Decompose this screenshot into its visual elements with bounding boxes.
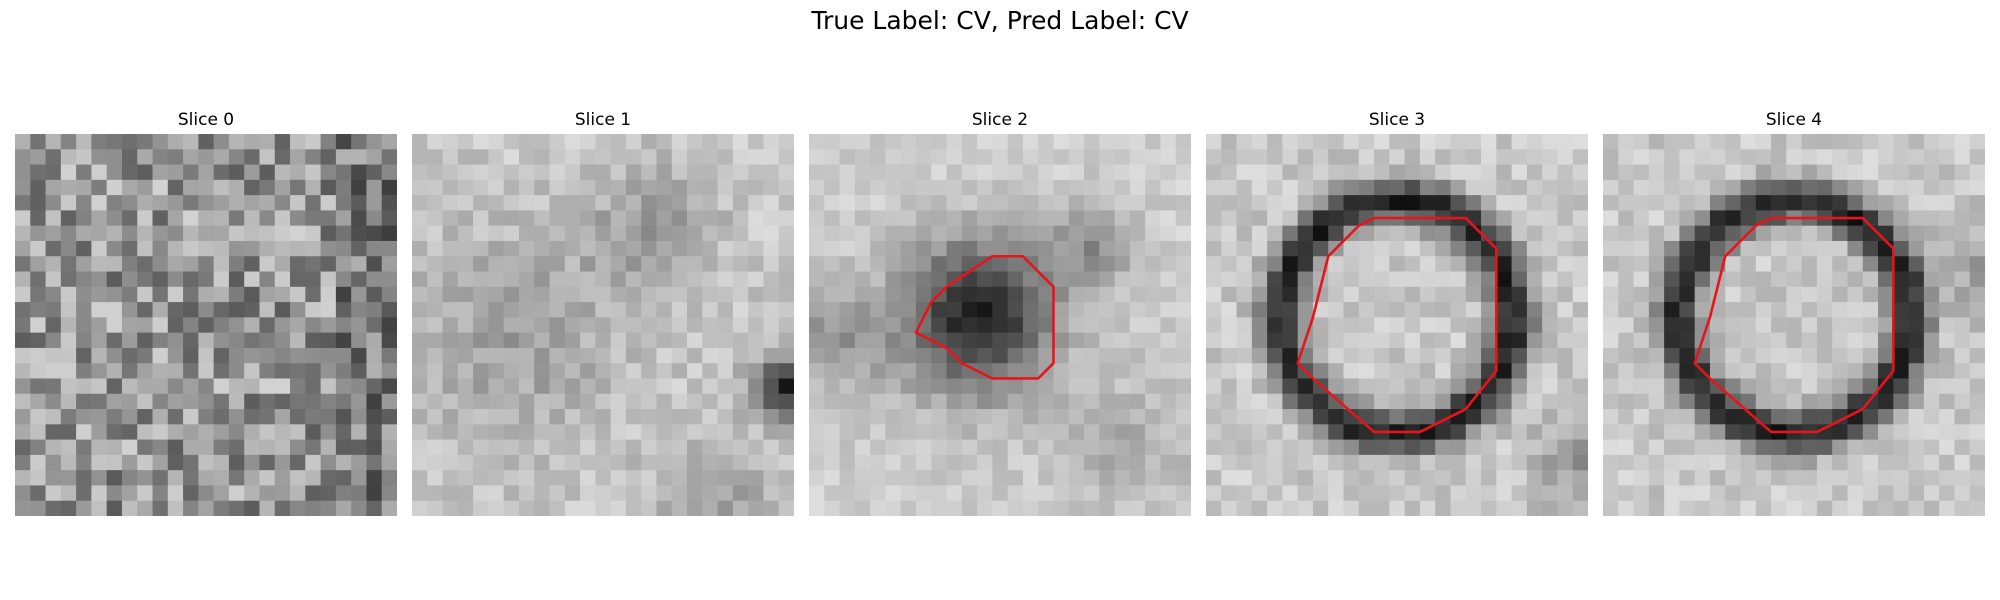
slice-panel-1: Slice 1 <box>412 108 794 524</box>
pixel-grid <box>1603 134 1985 516</box>
pixel-grid <box>15 134 397 516</box>
slice-panel-2: Slice 2 <box>809 108 1191 524</box>
segmentation-contour <box>1693 216 1895 434</box>
slice-image <box>15 134 397 516</box>
slice-image <box>1603 134 1985 516</box>
pixel-grid <box>412 134 794 516</box>
figure-title: True Label: CV, Pred Label: CV <box>811 6 1189 35</box>
slice-image <box>412 134 794 516</box>
segmentation-contour <box>914 254 1055 380</box>
slice-image <box>1206 134 1588 516</box>
pixel-grid <box>809 134 1191 516</box>
slice-title: Slice 2 <box>971 110 1029 130</box>
pixel-grid <box>1206 134 1588 516</box>
slice-title: Slice 4 <box>1765 110 1823 130</box>
slice-title: Slice 1 <box>574 110 632 130</box>
slice-panel-0: Slice 0 <box>15 108 397 524</box>
slice-title: Slice 0 <box>177 110 235 130</box>
segmentation-contour <box>1296 216 1498 434</box>
slice-panel-4: Slice 4 <box>1603 108 1985 524</box>
slice-title: Slice 3 <box>1368 110 1426 130</box>
slice-panel-3: Slice 3 <box>1206 108 1588 524</box>
slice-image <box>809 134 1191 516</box>
